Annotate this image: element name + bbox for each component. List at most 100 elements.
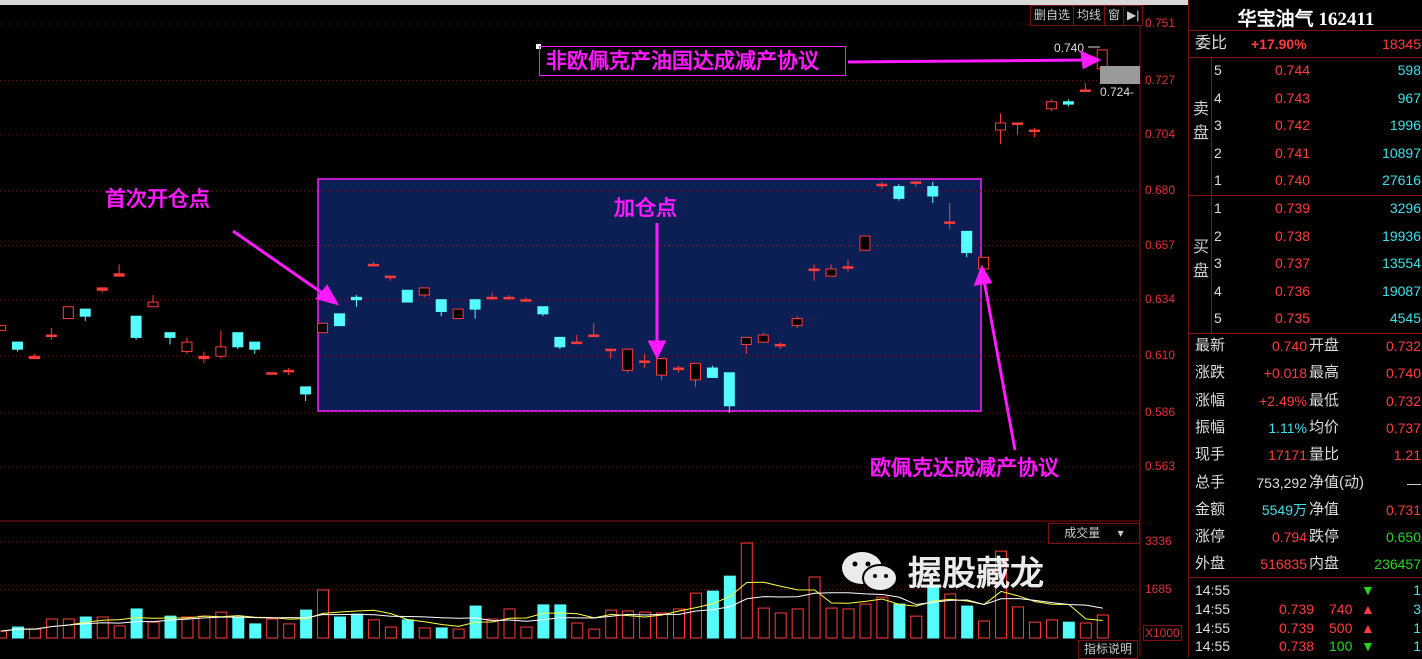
- candle: [181, 337, 193, 354]
- volume-bar: [96, 616, 109, 639]
- stat-row: 现手 17171 量比 1.21: [1189, 443, 1422, 467]
- candle: [571, 335, 583, 345]
- candle-body: [859, 235, 871, 251]
- candle-body: [876, 183, 888, 187]
- candle: [673, 365, 684, 373]
- quantity: 19087: [1382, 282, 1421, 299]
- window-button[interactable]: 窗: [1105, 6, 1125, 25]
- candle-body: [317, 322, 329, 334]
- candle: [656, 358, 668, 380]
- stat-label: 最高: [1309, 364, 1340, 382]
- volume-bar: [639, 611, 652, 639]
- volume-bar: [588, 628, 601, 639]
- candle: [537, 306, 549, 317]
- volume-bar: [401, 619, 414, 639]
- volume-unit: X1000: [1143, 625, 1182, 641]
- volume-bar: [1079, 622, 1092, 639]
- ma-button[interactable]: 均线: [1074, 6, 1106, 25]
- volume-bar: [435, 627, 448, 639]
- weibi-label: 委比: [1195, 35, 1228, 52]
- stat-label: 振幅: [1195, 418, 1226, 436]
- stat-label: 最低: [1309, 391, 1340, 409]
- volume-bar: [605, 609, 618, 639]
- volume-tick: 1685: [1145, 581, 1172, 596]
- quantity: 19936: [1382, 227, 1421, 244]
- candle-body: [181, 341, 193, 353]
- arrow-down-icon: ▼: [1361, 582, 1375, 598]
- candle: [927, 181, 939, 204]
- candle-body: [740, 336, 752, 345]
- candle: [639, 353, 651, 369]
- candle: [910, 181, 922, 187]
- price: 0.741: [1275, 144, 1311, 161]
- chart-toolbar: 删自选 均线 窗 ▶|: [1030, 5, 1144, 26]
- level: 3: [1214, 255, 1222, 272]
- candle-body: [266, 372, 278, 375]
- candle-body: [774, 343, 786, 347]
- stat-label: 涨停: [1195, 528, 1226, 546]
- candle-body: [571, 341, 583, 345]
- price-tag-label: 0.724-: [1100, 85, 1134, 99]
- remove-watchlist-button[interactable]: 删自选: [1031, 6, 1075, 25]
- stat-value: 0.650: [1385, 529, 1421, 546]
- candle-body: [232, 332, 244, 348]
- candle: [503, 294, 515, 300]
- candle: [723, 372, 735, 413]
- price: 0.744: [1275, 62, 1311, 78]
- candle: [96, 287, 108, 293]
- candle-body: [537, 306, 549, 315]
- candle: [0, 325, 6, 331]
- candle: [283, 368, 295, 376]
- arrow-non-opec: [847, 58, 1089, 64]
- stat-value: 516835: [1260, 556, 1307, 573]
- candle-body: [334, 313, 345, 327]
- last-price-label: 0.740: [1054, 41, 1084, 55]
- stat-label: 跌停: [1309, 528, 1340, 546]
- stat-row: 涨幅 +2.49% 最低 0.732: [1189, 389, 1422, 413]
- arrowhead-icon: [1080, 50, 1102, 70]
- collapse-panel-button[interactable]: ▶|: [1127, 8, 1140, 22]
- candle: [28, 353, 40, 360]
- stat-value: 0.740: [1385, 365, 1421, 382]
- candle-body: [300, 386, 312, 395]
- candle-body: [1028, 129, 1040, 133]
- candle-body: [283, 369, 295, 373]
- stat-row: 最新 0.740 开盘 0.732: [1189, 334, 1422, 358]
- price: 0.736: [1275, 282, 1311, 299]
- candle: [893, 184, 905, 201]
- sell-level-row: 5 0.744 598: [1189, 58, 1422, 82]
- candle: [113, 264, 125, 277]
- volume-bar: [164, 615, 177, 639]
- candle: [1079, 82, 1091, 92]
- price: 0.738: [1275, 227, 1311, 244]
- stat-label: 金额: [1195, 500, 1226, 518]
- level: 5: [1214, 310, 1222, 327]
- candle-body: [435, 299, 447, 312]
- volume-bar: [350, 613, 363, 639]
- indicator-help-button[interactable]: 指标说明: [1078, 640, 1138, 659]
- annotation-add-position: 加仓点: [614, 196, 677, 220]
- stat-value: 0.732: [1385, 392, 1421, 409]
- candle-body: [910, 181, 922, 184]
- tick-row: 14:55 1 ▼: [1189, 578, 1422, 602]
- candle: [740, 336, 752, 354]
- candle-body: [673, 367, 684, 371]
- quantity: 4545: [1389, 310, 1421, 327]
- volume-bar: [622, 610, 635, 639]
- volume-bar: [283, 623, 296, 639]
- candle-body: [825, 268, 837, 277]
- stat-value: 1.21: [1393, 447, 1421, 464]
- stat-label: 开盘: [1309, 337, 1340, 354]
- volume-bar: [978, 620, 991, 639]
- volume-bar: [334, 616, 346, 639]
- candle-body: [842, 266, 854, 269]
- candle-body: [1012, 122, 1023, 125]
- annotation-handle[interactable]: [536, 44, 541, 49]
- weibi-diff: 18345: [1382, 36, 1421, 52]
- volume-bar: [28, 628, 41, 639]
- candle: [367, 261, 379, 267]
- stat-label: 量比: [1309, 446, 1340, 464]
- indicator-select[interactable]: 成交量 ▾: [1048, 523, 1140, 544]
- candle-body: [791, 318, 803, 327]
- candle-body: [689, 362, 701, 381]
